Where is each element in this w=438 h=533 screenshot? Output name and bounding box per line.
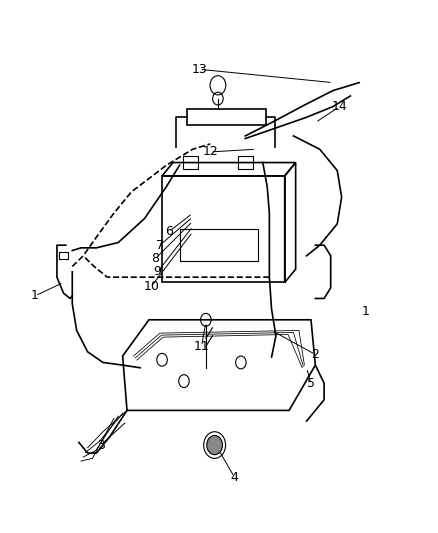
Text: 8: 8 <box>152 252 159 265</box>
Text: 10: 10 <box>143 280 159 293</box>
Circle shape <box>207 435 223 455</box>
Text: 13: 13 <box>191 63 207 76</box>
Text: 14: 14 <box>332 100 347 113</box>
Text: 4: 4 <box>230 471 238 483</box>
Text: 2: 2 <box>311 348 319 361</box>
Text: 1: 1 <box>362 305 370 318</box>
Text: 12: 12 <box>202 146 218 158</box>
Text: 11: 11 <box>194 340 209 353</box>
Text: 5: 5 <box>307 377 315 390</box>
Text: 1: 1 <box>31 289 39 302</box>
Text: 7: 7 <box>156 239 164 252</box>
Text: 3: 3 <box>97 439 105 451</box>
Text: 6: 6 <box>165 225 173 238</box>
Bar <box>59 252 68 259</box>
Text: 9: 9 <box>154 265 162 278</box>
